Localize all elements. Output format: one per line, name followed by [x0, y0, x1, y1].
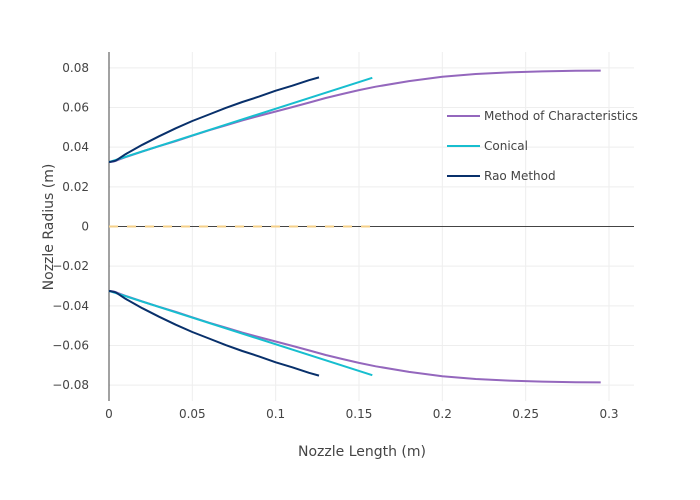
y-tick-label: −0.04 — [52, 299, 89, 313]
y-tick-label: 0.04 — [62, 140, 89, 154]
y-tick-label: 0.06 — [62, 101, 89, 115]
x-tick-label: 0 — [105, 407, 113, 421]
legend: Method of Characteristics Conical Rao Meth… — [447, 109, 638, 183]
x-tick-label: 0.05 — [179, 407, 206, 421]
y-axis-title: Nozzle Radius (m) — [41, 164, 57, 291]
series-conical-lower — [108, 289, 373, 377]
y-tick-label: 0.02 — [62, 180, 89, 194]
x-tick-label: 0.2 — [433, 407, 452, 421]
legend-label: Conical — [484, 139, 528, 153]
x-tick-label: 0.25 — [512, 407, 539, 421]
x-tick-label: 0.3 — [599, 407, 618, 421]
legend-label: Method of Characteristics — [484, 109, 638, 123]
y-tick-label: −0.06 — [52, 338, 89, 352]
y-tick-label: 0 — [81, 220, 89, 234]
y-tick-label: −0.02 — [52, 259, 89, 273]
series-rao-method-lower — [108, 289, 320, 377]
series-lines — [108, 69, 601, 384]
series-conical-upper — [108, 76, 373, 164]
series-rao-method-upper — [108, 76, 320, 164]
x-tick-label: 0.1 — [266, 407, 285, 421]
x-tick-labels: 0 0.05 0.1 0.15 0.2 0.25 0.3 — [105, 407, 618, 421]
legend-label: Rao Method — [484, 169, 556, 183]
x-tick-label: 0.15 — [346, 407, 373, 421]
y-tick-labels: −0.08 −0.06 −0.04 −0.02 0 0.02 0.04 0.06 0.08 — [52, 61, 89, 392]
y-tick-label: −0.08 — [52, 378, 89, 392]
x-axis-title: Nozzle Length (m) — [298, 444, 426, 460]
y-tick-label: 0.08 — [62, 61, 89, 75]
